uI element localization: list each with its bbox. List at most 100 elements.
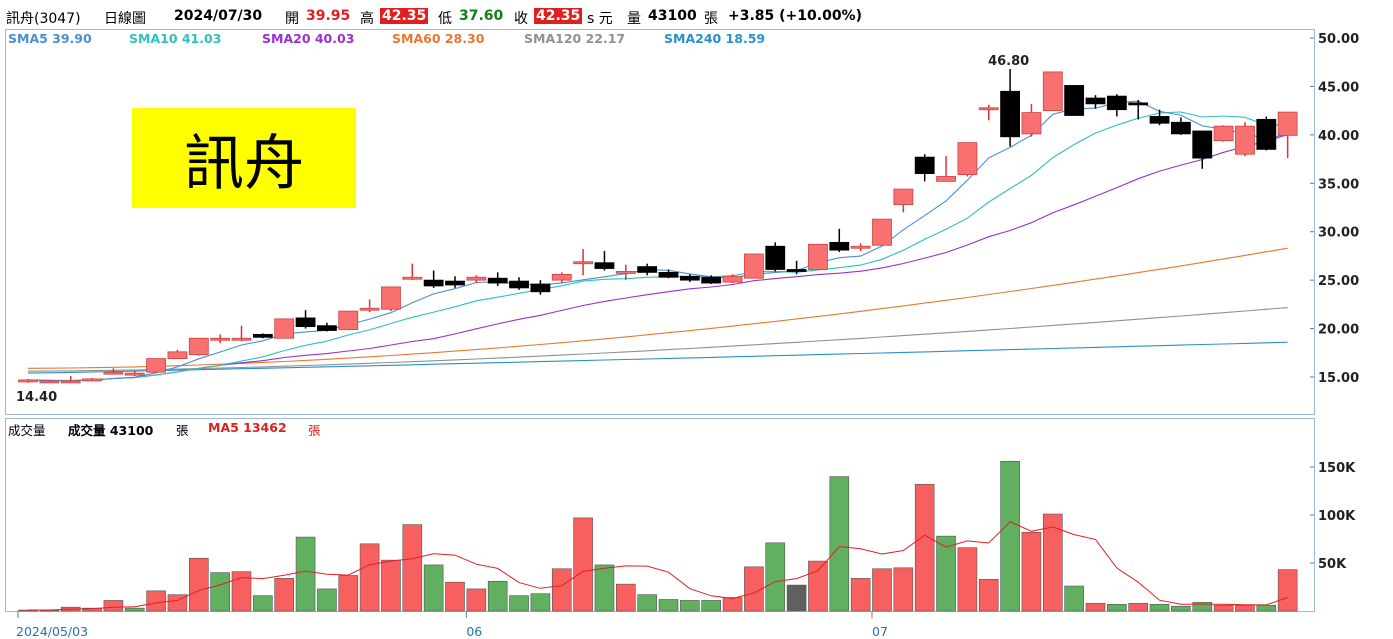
candle-body — [957, 142, 978, 175]
price-tick-label: 35.00 — [1318, 177, 1359, 192]
close-value: 42.35 — [534, 8, 583, 24]
low-value: 37.60 — [459, 8, 504, 24]
ma-legend-sma5[interactable]: SMA5 39.90 — [8, 31, 92, 46]
volume-legend-value: 成交量 43100 — [68, 423, 154, 438]
volume-bar — [124, 607, 145, 612]
volume-bar — [1085, 603, 1106, 612]
sma10-line — [27, 111, 1288, 382]
candle-body — [551, 273, 572, 281]
price-tick-label: 45.00 — [1318, 80, 1359, 95]
volume-bar — [978, 579, 999, 612]
candle-body — [295, 317, 316, 328]
volume-bar — [658, 599, 679, 612]
candle-body — [1192, 130, 1213, 159]
candle-body — [1042, 71, 1063, 112]
volume-bar — [765, 542, 786, 612]
candle-body — [679, 275, 700, 281]
volume-bar — [253, 595, 273, 612]
candle-body — [893, 188, 914, 205]
volume-tick-label: 150K — [1318, 461, 1356, 476]
volume-bar — [295, 536, 316, 612]
candle-body — [509, 280, 529, 289]
volume-bar — [103, 600, 124, 612]
candle-body — [381, 286, 401, 310]
change-value: +3.85 (+10.00%) — [728, 8, 862, 24]
candle-body — [637, 266, 658, 273]
volume-bar — [872, 568, 892, 612]
candle-body — [82, 378, 102, 382]
candle-body — [188, 337, 209, 356]
ma-legend-sma20[interactable]: SMA20 40.03 — [262, 31, 355, 46]
candle-body — [615, 271, 636, 274]
volume-panel — [5, 418, 1315, 612]
ma-legend-sma240[interactable]: SMA240 18.59 — [664, 31, 766, 46]
candle-body — [60, 380, 81, 384]
candle-body — [1064, 85, 1085, 116]
volume-ma5-line — [28, 521, 1288, 611]
volume-bar — [509, 595, 529, 612]
volume-bar — [381, 559, 401, 612]
date-value: 2024/07/30 — [174, 8, 263, 24]
volume-bar — [423, 564, 444, 612]
volume-bar — [317, 588, 337, 612]
volume-bar — [359, 543, 380, 612]
volume-bar — [167, 594, 188, 612]
period-label[interactable]: 日線圖 — [104, 11, 146, 27]
volume-bar — [274, 578, 295, 612]
volume-bar — [829, 476, 850, 612]
candle-body — [1106, 95, 1127, 111]
volume-bar — [1192, 602, 1213, 612]
volume-bar — [231, 571, 252, 612]
volume-bar — [1064, 585, 1084, 612]
vol-label: 量 — [627, 11, 641, 27]
candle-body — [1128, 102, 1149, 106]
volume-bar — [573, 517, 593, 612]
volume-bar — [466, 588, 487, 612]
candle-body — [18, 379, 38, 383]
volume-bar — [957, 547, 978, 612]
candle-body — [359, 307, 380, 311]
candle-body — [103, 371, 124, 375]
low-annotation: 14.40 — [16, 390, 57, 405]
sma240-line — [27, 341, 1288, 374]
volume-bar — [1149, 603, 1170, 612]
candle-body — [765, 245, 786, 270]
volume-bar — [637, 594, 657, 612]
candle-body — [338, 310, 359, 330]
sma20-line — [27, 134, 1288, 382]
candle-body — [786, 269, 807, 272]
volume-bar — [722, 597, 743, 612]
volume-bar — [82, 607, 102, 612]
candle-body — [1000, 90, 1020, 138]
candle-body — [573, 261, 593, 265]
volume-bar — [189, 557, 209, 612]
ma-legend-sma60[interactable]: SMA60 28.30 — [392, 31, 485, 46]
candle-body — [402, 276, 423, 280]
sma120-line — [27, 307, 1288, 372]
stock-name[interactable]: 訊舟(3047) — [6, 11, 81, 27]
volume-bar — [594, 564, 615, 612]
candle-body — [124, 372, 145, 376]
candle-body — [850, 245, 871, 249]
open-value: 39.95 — [306, 8, 351, 24]
candle-body — [914, 156, 935, 175]
x-tick-label: 07 — [872, 624, 888, 639]
candle-body — [423, 279, 444, 287]
logo-text: 訊舟 — [184, 128, 304, 199]
ma-legend-sma10[interactable]: SMA10 41.03 — [129, 31, 222, 46]
stock-logo: 訊舟 — [132, 108, 356, 208]
volume-bar — [615, 583, 636, 612]
high-annotation: 46.80 — [988, 54, 1029, 69]
volume-bar — [1213, 604, 1234, 612]
candle-body — [701, 276, 722, 284]
volume-bar — [210, 572, 230, 612]
candle-body — [167, 351, 188, 359]
ma-legend-sma120[interactable]: SMA120 22.17 — [524, 31, 626, 46]
volume-bar — [786, 584, 807, 612]
price-tick-label: 30.00 — [1318, 226, 1359, 241]
volume-bar — [551, 568, 572, 612]
volume-bar — [914, 483, 935, 612]
volume-legend-ma5: MA5 13462 — [208, 420, 287, 435]
volume-bar — [445, 581, 465, 612]
volume-tick-label: 100K — [1318, 509, 1356, 524]
